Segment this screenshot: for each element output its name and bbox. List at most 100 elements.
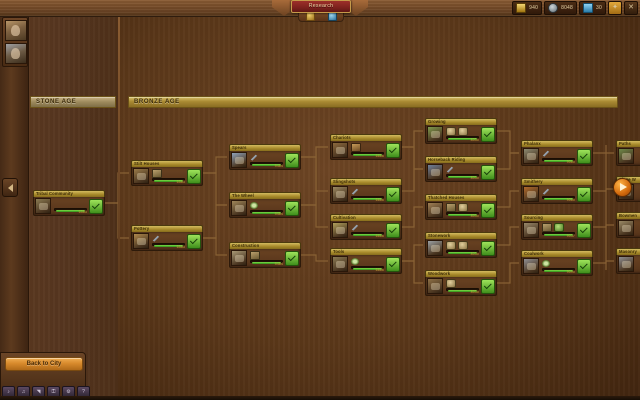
reward-eye-icon xyxy=(542,260,550,267)
tech-node-rewards xyxy=(542,149,575,158)
tech-node-spears[interactable]: Spears 9484 xyxy=(229,144,301,170)
sound-icon-glyph: ♪ xyxy=(7,388,10,395)
tech-node-woodwork[interactable]: Woodwork 8030 xyxy=(425,270,497,296)
progress-fill xyxy=(544,160,573,162)
tech-node-header: Tribal Community xyxy=(33,190,105,197)
tech-node-header: Smithery xyxy=(521,178,593,185)
researched-check-icon xyxy=(285,152,299,168)
back-to-city-label: Back to City xyxy=(26,361,62,367)
reward-good-icon xyxy=(458,241,468,250)
advisor-portrait-panel[interactable] xyxy=(2,17,28,67)
progress-fill xyxy=(154,245,183,247)
tech-node-body: 6666 xyxy=(330,221,402,240)
reward-good-icon xyxy=(458,127,468,136)
tech-node-phalanx[interactable]: Phalanx 9060 xyxy=(521,140,593,166)
progress-fill xyxy=(353,268,382,270)
tech-node-paths[interactable]: Paths xyxy=(616,140,640,166)
resource-gold[interactable]: 940 xyxy=(512,1,543,15)
avatar-advisor-1[interactable] xyxy=(5,20,27,41)
tech-node-cost: 9060 xyxy=(566,160,575,164)
tech-node-header: Stilt Houses xyxy=(131,160,203,167)
tech-node-cost: 6666 xyxy=(375,154,384,158)
tech-node-header: The Wheel xyxy=(229,192,301,199)
avatar-advisor-2[interactable] xyxy=(5,43,27,64)
tech-node-thumbnail xyxy=(332,142,348,158)
supplies-value: 8048 xyxy=(561,5,574,11)
tech-node-rewards xyxy=(250,201,283,210)
tech-node-tools[interactable]: Tools 6666 xyxy=(330,248,402,274)
horizontal-scrollbar[interactable] xyxy=(0,396,640,400)
tech-node-rewards xyxy=(446,203,479,212)
tech-node-construction[interactable]: Construction 9484 xyxy=(229,242,301,268)
tech-node-cost: 9037 xyxy=(566,234,575,238)
tech-node-progress: 8030 xyxy=(446,212,479,218)
gold-coin-icon xyxy=(516,3,527,13)
tech-node-body: 6666 xyxy=(330,141,402,160)
tech-node-body xyxy=(616,255,640,274)
tech-node-the-wheel[interactable]: The Wheel 9484 xyxy=(229,192,301,218)
tech-node-thatched-houses[interactable]: Thatched Houses 8030 xyxy=(425,194,497,220)
progress-track xyxy=(250,210,283,214)
tech-node-coalwork[interactable]: Coalwork 9090 xyxy=(521,250,593,276)
tech-node-title: Woodwork xyxy=(428,271,451,276)
progress-track xyxy=(542,196,575,200)
researched-check-icon xyxy=(386,256,400,272)
tech-node-cultivation[interactable]: Cultivation 6666 xyxy=(330,214,402,240)
progress-fill xyxy=(448,176,477,178)
tech-node-progress: 9037 xyxy=(542,232,575,238)
graphics-icon[interactable]: ◥ xyxy=(32,386,45,398)
start-research-button[interactable] xyxy=(613,178,632,197)
tech-node-horseback-riding[interactable]: Horseback Riding 8030 xyxy=(425,156,497,182)
tech-node-title: Coalwork xyxy=(524,251,544,256)
graphics-icon-glyph: ◥ xyxy=(36,388,41,395)
research-tree-canvas[interactable] xyxy=(118,16,640,400)
tech-node-details: 6666 xyxy=(349,256,385,272)
tech-node-cost: 8030 xyxy=(470,138,479,142)
top-bar: Research 940 8048 30 ✦ ✕ xyxy=(0,0,640,22)
reward-good-icon xyxy=(446,241,456,250)
reward-bld-icon xyxy=(152,169,162,178)
tech-node-progress: 6666 xyxy=(351,196,384,202)
researched-check-icon xyxy=(386,142,400,158)
researched-check-icon xyxy=(285,250,299,266)
resource-population[interactable]: 30 xyxy=(579,1,606,15)
tech-node-progress: 6583 xyxy=(54,208,87,214)
tech-node-growing[interactable]: Growing 8030 xyxy=(425,118,497,144)
tech-node-smithery[interactable]: Smithery 9060 xyxy=(521,178,593,204)
researched-check-icon xyxy=(386,222,400,238)
tech-node-body xyxy=(616,147,640,166)
tech-node-header: Tools xyxy=(330,248,402,255)
tech-node-stilt-houses[interactable]: Stilt Houses 6583 xyxy=(131,160,203,186)
tech-node-chariots[interactable]: Chariots 6666 xyxy=(330,134,402,160)
resource-supplies[interactable]: 8048 xyxy=(544,1,578,15)
tech-node-tribal-community[interactable]: Tribal Community 6583 xyxy=(33,190,105,216)
progress-fill xyxy=(448,138,477,140)
tech-node-masonry[interactable]: Masonry xyxy=(616,248,640,274)
tech-node-header: Chariots xyxy=(330,134,402,141)
tech-node-rewards xyxy=(351,257,384,266)
close-window-button[interactable]: ✕ xyxy=(624,1,638,15)
settings-icon-glyph: ⚙ xyxy=(66,388,71,395)
premium-currency-glyph: ✦ xyxy=(612,4,618,11)
tech-node-thumbnail xyxy=(231,152,247,168)
age-header-bronze: BRONZE AGE xyxy=(128,96,618,108)
researched-check-icon xyxy=(577,148,591,164)
tech-node-pottery[interactable]: Pottery 6583 xyxy=(131,225,203,251)
tech-node-cost: 9484 xyxy=(274,262,283,266)
tech-node-header: Horseback Riding xyxy=(425,156,497,163)
tech-node-bowmen[interactable]: Bowmen xyxy=(616,212,640,238)
tech-node-details: 6666 xyxy=(349,142,385,158)
tech-node-details: 8030 xyxy=(444,164,480,180)
back-to-city-button[interactable]: Back to City xyxy=(5,357,83,371)
tech-node-sourcing[interactable]: Sourcing 9037 xyxy=(521,214,593,240)
tech-node-slingshots[interactable]: Slingshots 6666 xyxy=(330,178,402,204)
reward-bld-icon xyxy=(446,203,456,212)
progress-track xyxy=(446,212,479,216)
lock-icon-glyph: ⚿ xyxy=(51,388,56,395)
tech-node-stonework[interactable]: Stonework 8030 xyxy=(425,232,497,258)
premium-currency-button[interactable]: ✦ xyxy=(608,1,622,15)
tech-node-rewards xyxy=(250,251,283,260)
tech-node-cost: 9060 xyxy=(566,198,575,202)
tech-node-rewards xyxy=(542,259,575,268)
scroll-left-button[interactable] xyxy=(2,178,18,197)
